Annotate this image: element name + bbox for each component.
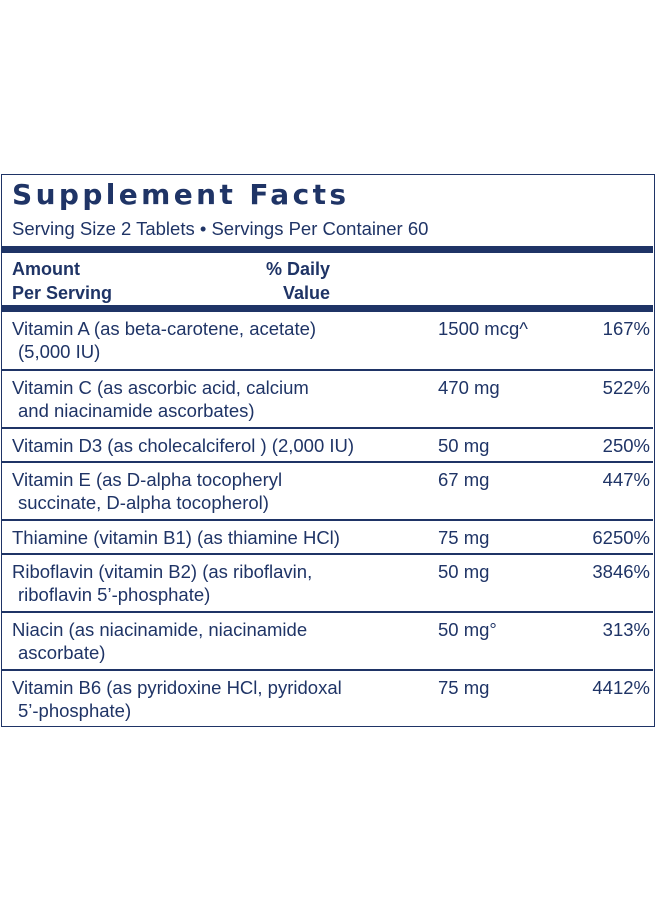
panel-title: Supplement Facts (12, 178, 350, 211)
nutrient-name-line1: Niacin (as niacinamide, niacinamide (12, 619, 308, 640)
nutrient-name: Niacin (as niacinamide, niacinamide asco… (12, 618, 307, 664)
nutrient-name-line2: ascorbate) (18, 642, 106, 663)
nutrient-name-line1: Vitamin A (as beta-carotene, acetate) (12, 318, 317, 339)
nutrient-name-line1: Vitamin B6 (as pyridoxine HCl, pyridoxal (12, 677, 342, 698)
amount-header-line1: Amount (12, 259, 80, 279)
nutrient-name: Vitamin A (as beta-carotene, acetate) (5… (12, 317, 316, 363)
nutrient-name-line1: Riboflavin (vitamin B2) (as riboflavin, (12, 561, 313, 582)
row-divider (2, 427, 653, 429)
nutrient-name-line1: Vitamin C (as ascorbic acid, calcium (12, 377, 309, 398)
nutrient-daily-value: 167% (602, 318, 650, 339)
nutrient-daily-value: 522% (602, 377, 650, 398)
nutrient-amount: 50 mg (438, 561, 490, 582)
amount-header-line2: Per Serving (12, 283, 113, 303)
nutrient-amount: 1500 mcg^ (438, 318, 528, 339)
nutrient-amount: 75 mg (438, 527, 490, 548)
nutrient-amount: 470 mg (438, 377, 500, 398)
row-divider (2, 669, 653, 671)
dv-header-line1: % Daily (265, 259, 330, 279)
nutrient-daily-value: 3846% (592, 561, 650, 582)
nutrient-name-line1: Thiamine (vitamin B1) (as thiamine HCl) (12, 527, 340, 548)
nutrient-amount: 50 mg (438, 435, 490, 456)
nutrient-name-line2: riboflavin 5’-phosphate) (18, 584, 211, 605)
dv-header-line2: Value (282, 283, 330, 303)
row-divider (2, 553, 653, 555)
serving-info: Serving Size 2 Tablets • Servings Per Co… (12, 218, 429, 239)
nutrient-daily-value: 250% (602, 435, 650, 456)
nutrient-daily-value: 6250% (592, 527, 650, 548)
nutrient-name: Vitamin E (as D-alpha tocopheryl succina… (12, 468, 282, 514)
top-thick-divider (2, 246, 653, 253)
nutrient-amount: 50 mg° (438, 619, 497, 640)
nutrient-name-line2: succinate, D-alpha tocopherol) (18, 492, 269, 513)
nutrient-name-line1: Vitamin D3 (as cholecalciferol ) (2,000 … (12, 435, 355, 456)
nutrient-name-line2: (5,000 IU) (18, 341, 101, 362)
nutrient-daily-value: 447% (602, 469, 650, 490)
nutrient-name: Thiamine (vitamin B1) (as thiamine HCl) (12, 526, 340, 549)
row-divider (2, 519, 653, 521)
amount-per-serving-header: Amount Per Serving (12, 257, 112, 305)
nutrient-name: Vitamin C (as ascorbic acid, calcium and… (12, 376, 309, 422)
nutrient-daily-value: 4412% (592, 677, 650, 698)
nutrient-name: Vitamin D3 (as cholecalciferol ) (2,000 … (12, 434, 354, 457)
nutrient-name: Riboflavin (vitamin B2) (as riboflavin, … (12, 560, 312, 606)
supplement-facts-panel: Supplement Facts Serving Size 2 Tablets … (1, 174, 655, 727)
row-divider (2, 461, 653, 463)
nutrient-name-line1: Vitamin E (as D-alpha tocopheryl (12, 469, 283, 490)
nutrient-amount: 67 mg (438, 469, 490, 490)
header-thick-divider (2, 305, 653, 312)
row-divider (2, 369, 653, 371)
daily-value-header: % Daily Value (260, 257, 330, 305)
nutrient-name-line2: 5’-phosphate) (18, 700, 132, 721)
nutrient-daily-value: 313% (602, 619, 650, 640)
nutrient-name: Vitamin B6 (as pyridoxine HCl, pyridoxal… (12, 676, 342, 722)
nutrient-name-line2: and niacinamide ascorbates) (18, 400, 255, 421)
nutrient-amount: 75 mg (438, 677, 490, 698)
row-divider (2, 611, 653, 613)
